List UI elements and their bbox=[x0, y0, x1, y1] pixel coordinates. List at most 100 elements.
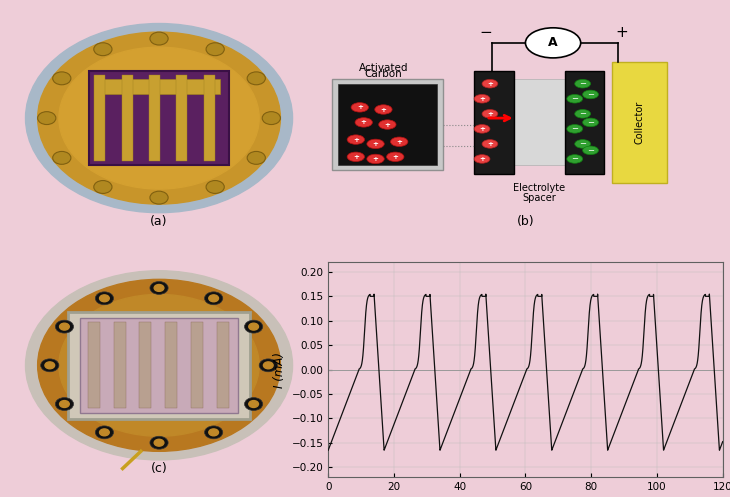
Circle shape bbox=[150, 281, 168, 294]
Circle shape bbox=[209, 429, 218, 436]
Circle shape bbox=[150, 32, 168, 45]
Text: +: + bbox=[372, 141, 378, 147]
Circle shape bbox=[583, 90, 599, 99]
Circle shape bbox=[206, 180, 224, 193]
FancyBboxPatch shape bbox=[204, 75, 215, 161]
Circle shape bbox=[474, 155, 490, 163]
Circle shape bbox=[474, 94, 490, 103]
Text: (c): (c) bbox=[150, 462, 167, 475]
Circle shape bbox=[347, 135, 364, 144]
Circle shape bbox=[60, 323, 69, 330]
Circle shape bbox=[99, 429, 109, 436]
Circle shape bbox=[38, 112, 56, 125]
Circle shape bbox=[247, 72, 266, 85]
Circle shape bbox=[249, 323, 258, 330]
Text: +: + bbox=[353, 154, 358, 160]
Text: −: − bbox=[579, 109, 586, 118]
Circle shape bbox=[259, 359, 277, 372]
FancyBboxPatch shape bbox=[99, 80, 220, 94]
Text: +: + bbox=[487, 111, 493, 117]
FancyBboxPatch shape bbox=[191, 323, 203, 409]
Circle shape bbox=[150, 191, 168, 204]
Text: (a): (a) bbox=[150, 215, 168, 228]
Text: +: + bbox=[479, 156, 485, 162]
Circle shape bbox=[367, 139, 384, 149]
Circle shape bbox=[264, 362, 273, 369]
Circle shape bbox=[59, 294, 259, 436]
Circle shape bbox=[245, 320, 263, 333]
FancyBboxPatch shape bbox=[332, 80, 442, 169]
Text: Activated: Activated bbox=[358, 63, 408, 73]
Circle shape bbox=[575, 140, 591, 148]
Circle shape bbox=[38, 32, 280, 204]
Text: Carbon: Carbon bbox=[364, 70, 402, 80]
Circle shape bbox=[391, 137, 408, 147]
Text: Spacer: Spacer bbox=[523, 193, 556, 203]
Text: −: − bbox=[587, 146, 594, 155]
Circle shape bbox=[245, 398, 263, 411]
Text: +: + bbox=[361, 119, 366, 125]
Circle shape bbox=[387, 152, 404, 162]
FancyBboxPatch shape bbox=[80, 318, 238, 413]
Circle shape bbox=[567, 155, 583, 163]
FancyBboxPatch shape bbox=[88, 323, 100, 409]
FancyBboxPatch shape bbox=[113, 323, 126, 409]
Text: −: − bbox=[572, 155, 578, 164]
FancyBboxPatch shape bbox=[94, 75, 105, 161]
Circle shape bbox=[59, 47, 259, 189]
FancyBboxPatch shape bbox=[612, 62, 667, 182]
Circle shape bbox=[38, 279, 280, 451]
Circle shape bbox=[526, 28, 580, 58]
Text: +: + bbox=[396, 139, 402, 145]
Text: −: − bbox=[579, 139, 586, 149]
Y-axis label: I (mA): I (mA) bbox=[273, 352, 286, 388]
Circle shape bbox=[96, 292, 113, 305]
Circle shape bbox=[474, 125, 490, 133]
Circle shape bbox=[206, 43, 224, 56]
Circle shape bbox=[482, 109, 498, 118]
Text: +: + bbox=[487, 141, 493, 147]
Circle shape bbox=[93, 43, 112, 56]
Text: +: + bbox=[479, 96, 485, 102]
Circle shape bbox=[567, 94, 583, 103]
FancyBboxPatch shape bbox=[177, 75, 188, 161]
Text: +: + bbox=[372, 156, 378, 162]
Circle shape bbox=[355, 118, 372, 127]
Circle shape bbox=[374, 105, 392, 114]
Text: −: − bbox=[480, 25, 492, 40]
Circle shape bbox=[262, 112, 280, 125]
Text: −: − bbox=[572, 124, 578, 133]
Circle shape bbox=[41, 359, 59, 372]
Text: (b): (b) bbox=[517, 215, 534, 228]
Circle shape bbox=[26, 23, 293, 213]
Text: −: − bbox=[579, 79, 586, 88]
FancyBboxPatch shape bbox=[68, 312, 250, 419]
FancyBboxPatch shape bbox=[474, 71, 514, 174]
Circle shape bbox=[53, 72, 71, 85]
Text: Collector: Collector bbox=[635, 101, 645, 144]
Text: +: + bbox=[357, 104, 363, 110]
Circle shape bbox=[575, 80, 591, 88]
Circle shape bbox=[150, 436, 168, 449]
Text: Electrolyte: Electrolyte bbox=[513, 182, 565, 193]
Circle shape bbox=[379, 120, 396, 129]
FancyBboxPatch shape bbox=[338, 83, 437, 166]
Circle shape bbox=[154, 439, 164, 446]
Circle shape bbox=[154, 284, 164, 291]
FancyBboxPatch shape bbox=[122, 75, 133, 161]
Circle shape bbox=[249, 401, 258, 408]
FancyBboxPatch shape bbox=[217, 323, 228, 409]
Text: −: − bbox=[587, 118, 594, 127]
Circle shape bbox=[347, 152, 364, 162]
Circle shape bbox=[583, 118, 599, 127]
Text: +: + bbox=[385, 122, 391, 128]
Circle shape bbox=[96, 426, 113, 439]
Text: +: + bbox=[615, 25, 629, 40]
Text: −: − bbox=[572, 94, 578, 103]
Circle shape bbox=[482, 80, 498, 88]
Circle shape bbox=[26, 271, 293, 460]
Text: +: + bbox=[353, 137, 358, 143]
FancyBboxPatch shape bbox=[89, 71, 228, 166]
Circle shape bbox=[482, 140, 498, 148]
Circle shape bbox=[247, 152, 266, 165]
